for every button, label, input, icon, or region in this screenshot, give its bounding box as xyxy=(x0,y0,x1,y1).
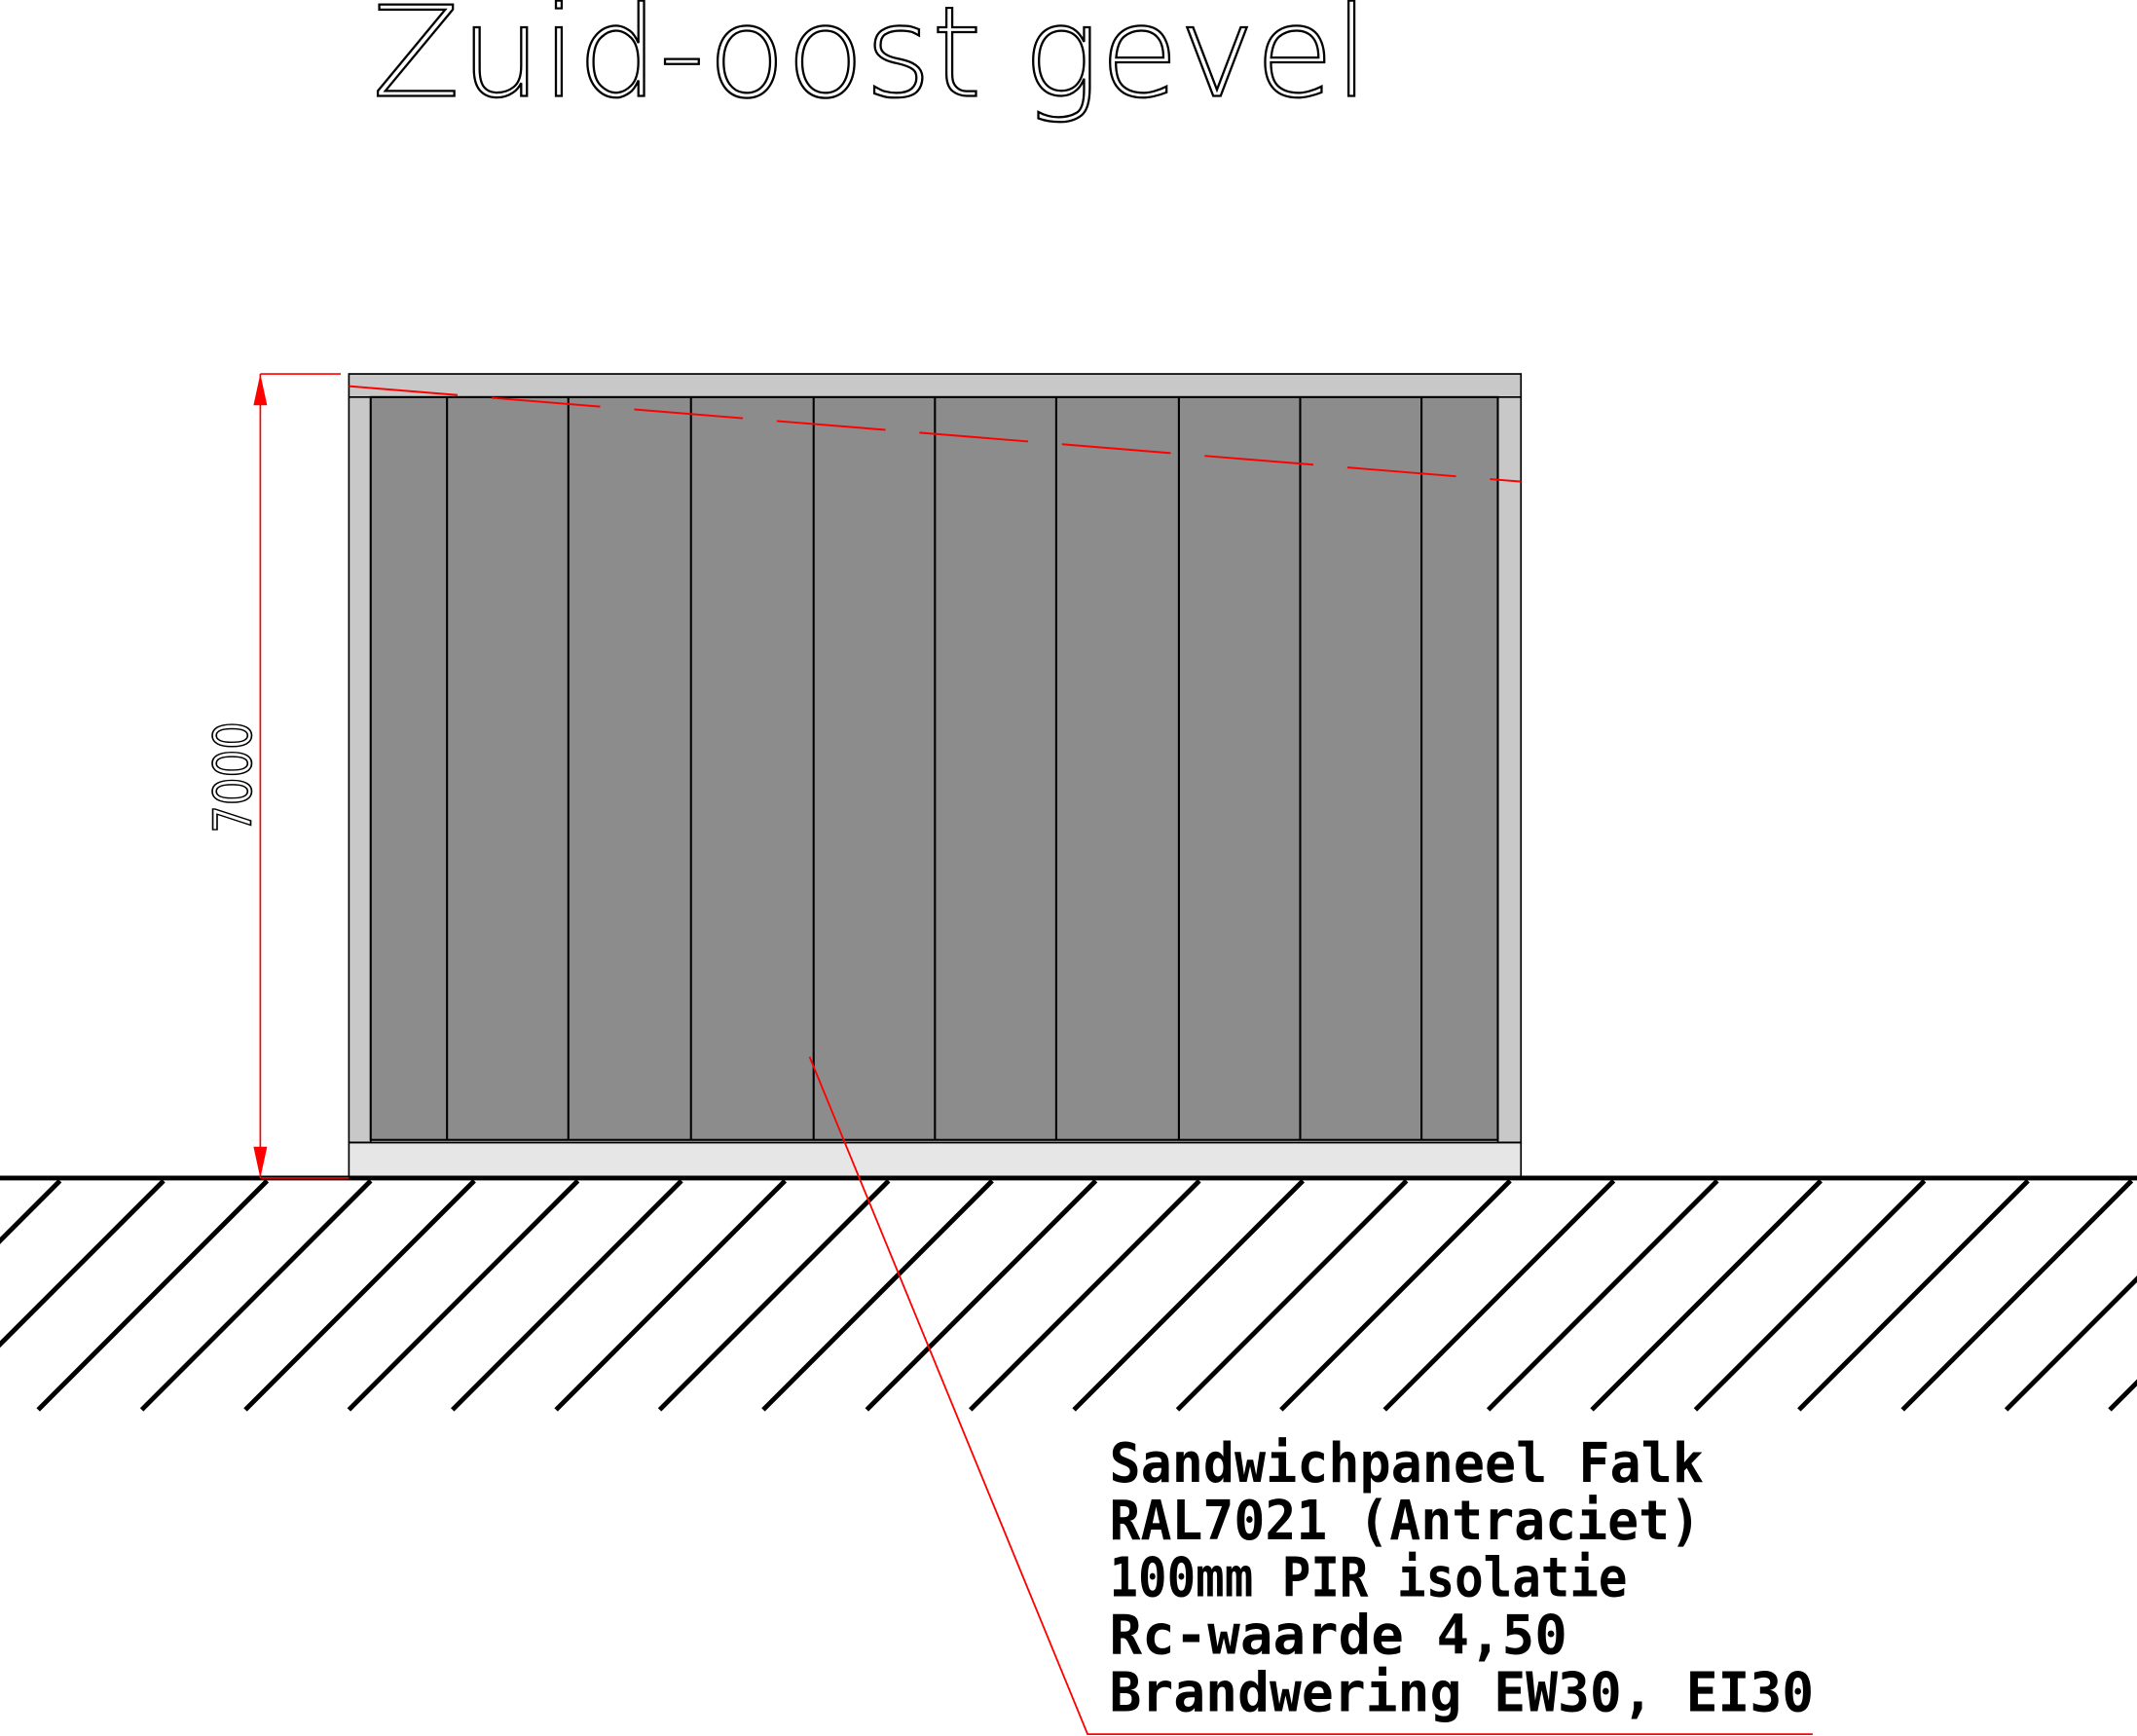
hatch-line xyxy=(1486,1179,1719,1412)
facade xyxy=(348,373,1523,1179)
leader-line xyxy=(808,1056,1813,1736)
right-strip xyxy=(1496,396,1523,1144)
hatch-line xyxy=(451,1179,683,1412)
hatch-line xyxy=(1175,1179,1409,1412)
hatch-line xyxy=(1382,1179,1616,1412)
arrow-down-icon xyxy=(253,1146,268,1178)
note-line: Brandwering EW30, EI30 xyxy=(1109,1661,1814,1724)
hatch-line xyxy=(347,1179,580,1412)
ground-hatching xyxy=(0,1179,2137,1412)
hatch-line xyxy=(657,1179,891,1412)
base-strip xyxy=(348,1141,1523,1179)
note-line: 100mm PIR isolatie xyxy=(1109,1547,1627,1610)
note-line: Sandwichpaneel Falk xyxy=(1109,1432,1703,1496)
hatch-line xyxy=(865,1179,1098,1412)
hatch-line xyxy=(1900,1179,2134,1412)
hatch-line xyxy=(761,1179,994,1412)
material-note: Sandwichpaneel Falk RAL7021 (Antraciet) … xyxy=(1109,1432,1814,1724)
height-dimension: 7000 xyxy=(203,373,350,1179)
hatch-line xyxy=(1590,1179,1823,1412)
hatch-line xyxy=(1797,1179,2030,1412)
hatch-line xyxy=(0,1179,62,1244)
hatch-line xyxy=(36,1179,270,1412)
arrow-up-icon xyxy=(253,374,268,406)
drawing-title: Zuid-oost gevel xyxy=(372,0,1370,126)
hatch-line xyxy=(1693,1179,1927,1412)
hatch-line xyxy=(968,1179,1201,1412)
hatch-line xyxy=(554,1179,788,1412)
left-strip xyxy=(348,396,372,1144)
hatch-line xyxy=(1072,1179,1306,1412)
note-line: Rc-waarde 4,50 xyxy=(1109,1605,1566,1668)
top-band xyxy=(348,373,1523,398)
hatch-line xyxy=(2004,1275,2137,1412)
hatch-line xyxy=(0,1179,166,1348)
hatch-line xyxy=(243,1179,476,1412)
dimension-label: 7000 xyxy=(203,721,264,833)
hatch-line xyxy=(139,1179,373,1412)
note-line: RAL7021 (Antraciet) xyxy=(1109,1490,1701,1553)
roof-slope-line xyxy=(349,385,1522,483)
hatch-line xyxy=(1279,1179,1512,1412)
